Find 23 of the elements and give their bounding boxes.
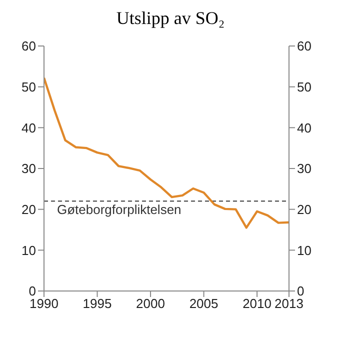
line-series xyxy=(44,76,289,229)
y-tick-label: 50 xyxy=(22,79,36,94)
x-tick-label: 2000 xyxy=(136,296,165,312)
y2-tick-label: 30 xyxy=(297,161,312,176)
y2-tick-label: 10 xyxy=(297,242,312,258)
y-tick-label: 20 xyxy=(22,202,36,217)
y-tick-label: 0 xyxy=(28,284,36,299)
x-tick-label: 2005 xyxy=(189,296,218,312)
x-tick-label: 2013 xyxy=(274,296,304,312)
y2-tick-label: 0 xyxy=(297,284,304,299)
y-tick-label: 10 xyxy=(22,242,36,258)
y2-tick-label: 50 xyxy=(297,79,312,94)
y2-tick-label: 20 xyxy=(297,202,312,217)
x-tick-label: 1990 xyxy=(30,296,58,312)
y-tick-label: 40 xyxy=(22,120,36,136)
chart-title: Utslipp av SO₂ xyxy=(115,8,226,30)
x-tick-label: 2010 xyxy=(242,296,272,312)
y-tick-label: 60 xyxy=(22,38,36,54)
ref-line-label: Gøteborgforpliktelsen xyxy=(57,202,182,218)
y-tick-label: 30 xyxy=(22,161,36,176)
x-tick-label: 1995 xyxy=(82,296,112,312)
y2-tick-label: 60 xyxy=(297,38,312,54)
y2-tick-label: 40 xyxy=(297,120,312,136)
